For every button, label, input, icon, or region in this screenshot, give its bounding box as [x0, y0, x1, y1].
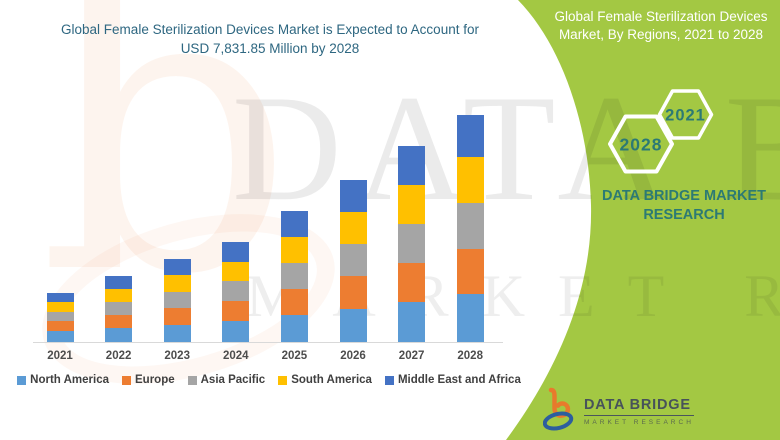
chart-title: Global Female Sterilization Devices Mark… [35, 20, 505, 58]
bar-segment-2023-south-america [163, 275, 191, 292]
bar-segment-2022-north-america [105, 328, 133, 342]
bar-segment-2022-asia-pacific [105, 302, 133, 316]
hexagon-2021-label: 2021 [665, 107, 706, 125]
bar-segment-2022-europe [105, 315, 133, 329]
chart-title-line1: Global Female Sterilization Devices Mark… [61, 22, 479, 37]
legend-label-north-america: North America [30, 374, 109, 386]
data-bridge-logo: DATA BRIDGE MARKET RESEARCH [542, 387, 694, 436]
legend-item-south-america: South America [278, 374, 372, 386]
legend-swatch-middle-east-and-africa [384, 375, 394, 385]
x-axis-label-2021: 2021 [47, 350, 73, 362]
legend-label-south-america: South America [291, 374, 372, 386]
bar-segment-2026-north-america [339, 308, 367, 342]
bar-segment-2024-europe [222, 300, 250, 321]
bar-segment-2025-asia-pacific [280, 263, 308, 290]
legend-item-asia-pacific: Asia Pacific [187, 374, 266, 386]
legend-swatch-north-america [17, 375, 27, 385]
bar-segment-2023-europe [163, 308, 191, 325]
legend-swatch-europe [122, 375, 131, 385]
data-bridge-logo-icon [542, 387, 577, 436]
bar-segment-2023-middle-east-and-africa [163, 259, 191, 276]
legend-swatch-south-america [278, 375, 288, 385]
bar-segment-2026-europe [339, 276, 367, 309]
legend-label-europe: Europe [135, 374, 175, 386]
logo-swoosh-stroke [542, 411, 574, 431]
bar-segment-2027-middle-east-and-africa [398, 146, 426, 185]
logo-tagline: MARKET RESEARCH [584, 418, 694, 426]
hexagon-years-graphic: 2028 2021 [608, 89, 714, 174]
green-panel-shape [506, 0, 780, 440]
bar-segment-2026-south-america [339, 211, 367, 245]
x-axis-line [33, 342, 503, 343]
logo-text: DATA BRIDGE MARKET RESEARCH [584, 397, 694, 426]
bar-segment-2025-middle-east-and-africa [280, 211, 308, 237]
bar-segment-2028-south-america [456, 157, 484, 204]
bar-segment-2026-middle-east-and-africa [339, 179, 367, 212]
legend-label-middle-east-and-africa: Middle East and Africa [397, 374, 521, 386]
bar-segment-2027-north-america [398, 301, 426, 342]
bar-segment-2021-north-america [46, 330, 74, 342]
bar-segment-2028-europe [456, 248, 484, 295]
bar-segment-2022-south-america [105, 288, 133, 303]
hexagon-2021 [657, 89, 714, 140]
hexagon-2028-label: 2028 [620, 135, 663, 155]
legend-item-middle-east-and-africa: Middle East and Africa [384, 374, 521, 386]
chart-legend: North America Europe Asia Pacific South Ame… [17, 374, 521, 386]
x-axis-label-2026: 2026 [340, 350, 366, 362]
logo-b-stroke [548, 387, 571, 418]
bar-segment-2026-asia-pacific [339, 244, 367, 277]
legend-item-europe: Europe [122, 374, 175, 386]
logo-name: DATA BRIDGE [584, 397, 694, 417]
hexagon-2028 [608, 114, 674, 174]
bar-segment-2027-asia-pacific [398, 224, 426, 263]
legend-swatch-asia-pacific [187, 375, 197, 385]
legend-item-north-america: North America [17, 374, 109, 386]
brand-wordmark: DATA BRIDGE MARKET RESEARCH [595, 187, 773, 225]
bar-segment-2028-north-america [456, 294, 484, 342]
x-axis-label-2025: 2025 [281, 350, 308, 362]
bar-segment-2027-south-america [398, 184, 426, 225]
brand-line1: DATA BRIDGE MARKET [601, 188, 767, 204]
x-axis-label-2027: 2027 [398, 350, 425, 362]
bar-segment-2024-north-america [222, 320, 250, 342]
panel-title-line1: Global Female Sterilization Devices [554, 9, 768, 24]
bar-segment-2023-asia-pacific [163, 291, 191, 309]
bar-segment-2021-south-america [46, 302, 74, 312]
bar-segment-2025-south-america [280, 236, 308, 264]
panel-title: Global Female Sterilization Devices Mark… [545, 8, 777, 44]
bar-segment-2025-europe [280, 289, 308, 316]
bar-segment-2021-middle-east-and-africa [46, 293, 74, 302]
bar-segment-2027-europe [398, 262, 426, 302]
bar-segment-2021-europe [46, 320, 74, 331]
bar-segment-2028-middle-east-and-africa [456, 115, 484, 158]
bar-segment-2021-asia-pacific [46, 312, 74, 321]
brand-line2: RESEARCH [643, 207, 725, 223]
bar-segment-2023-north-america [163, 324, 191, 342]
bar-segment-2025-north-america [280, 315, 308, 342]
x-axis-label-2024: 2024 [223, 350, 249, 362]
chart-title-line2: USD 7,831.85 Million by 2028 [180, 41, 360, 56]
bar-segment-2024-asia-pacific [222, 281, 250, 301]
x-axis-label-2028: 2028 [457, 350, 483, 362]
panel-title-line2: Market, By Regions, 2021 to 2028 [558, 27, 764, 42]
bar-segment-2024-middle-east-and-africa [222, 242, 250, 262]
legend-label-asia-pacific: Asia Pacific [200, 374, 266, 386]
x-axis-label-2022: 2022 [105, 350, 132, 362]
bar-segment-2024-south-america [222, 262, 250, 282]
x-axis-label-2023: 2023 [164, 350, 190, 362]
bar-segment-2022-middle-east-and-africa [105, 276, 133, 289]
bar-segment-2028-asia-pacific [456, 203, 484, 249]
